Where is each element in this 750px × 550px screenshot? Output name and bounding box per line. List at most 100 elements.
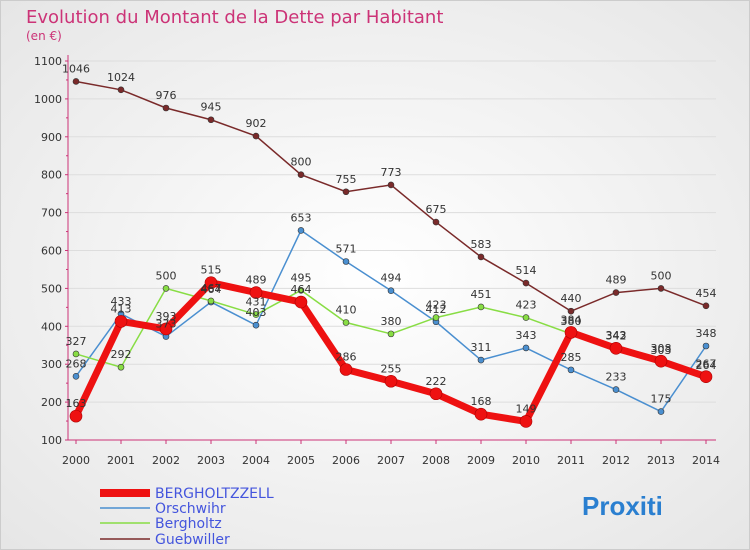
data-point (162, 104, 170, 112)
data-label: 342 (606, 329, 627, 342)
data-label: 222 (426, 375, 447, 388)
data-point (612, 289, 620, 296)
data-label: 495 (291, 271, 312, 284)
data-label: 285 (561, 351, 582, 364)
data-point (342, 258, 350, 265)
legend-label: Bergholtz (155, 516, 222, 532)
data-labels: 1046 1024 976 945 902 800 755 773 675 583 514 440 48… (62, 62, 717, 415)
data-label: 403 (246, 306, 267, 319)
series-layer (69, 78, 713, 428)
x-tick-label: 2011 (557, 454, 585, 467)
data-point (477, 253, 485, 261)
x-tick-label: 2010 (512, 454, 540, 467)
data-label: 902 (246, 117, 267, 130)
data-label: 440 (561, 292, 582, 305)
data-point (117, 363, 125, 371)
y-tick-label: 600 (41, 245, 62, 258)
data-label: 168 (471, 395, 492, 408)
data-label: 410 (336, 304, 357, 317)
x-tick-label: 2007 (377, 454, 405, 467)
data-label: 675 (426, 203, 447, 216)
y-tick-label: 900 (41, 131, 62, 144)
data-label: 308 (651, 342, 672, 355)
x-tick-label: 2000 (62, 454, 90, 467)
data-label: 571 (336, 242, 357, 255)
data-label: 489 (246, 274, 267, 287)
data-label: 311 (471, 341, 492, 354)
data-point (657, 285, 665, 292)
legend: BERGHOLTZZELLOrschwihrBergholtzGuebwille… (100, 486, 274, 548)
data-label: 515 (201, 264, 222, 277)
chart-title: Evolution du Montant de la Dette par Hab… (26, 7, 443, 28)
y-tick-label: 1100 (34, 55, 62, 68)
y-tick-label: 1000 (34, 93, 62, 106)
data-label: 303 (651, 344, 672, 357)
data-point (162, 285, 170, 292)
data-label: 413 (111, 302, 132, 315)
y-tick-label: 800 (41, 169, 62, 182)
data-label: 755 (336, 173, 357, 186)
axes: 100 200 300 400 500 600 700 800 900 1000 1100 2000 2… (34, 55, 720, 467)
legend-label: Orschwihr (155, 501, 226, 517)
data-label: 384 (561, 313, 582, 326)
data-label: 500 (156, 269, 177, 282)
data-point (252, 321, 260, 329)
series-guebwiller (72, 78, 710, 315)
data-label: 348 (696, 327, 717, 340)
x-tick-label: 2006 (332, 454, 360, 467)
data-label: 467 (201, 282, 222, 295)
data-label: 773 (381, 166, 402, 179)
data-point (567, 307, 575, 315)
x-tick-label: 2005 (287, 454, 315, 467)
data-label: 1024 (107, 71, 135, 84)
data-label: 267 (696, 358, 717, 371)
y-tick-label: 300 (41, 358, 62, 371)
data-point (654, 354, 668, 368)
x-tick-label: 2013 (647, 454, 675, 467)
data-point (387, 330, 395, 338)
data-label: 380 (561, 315, 582, 328)
y-tick-label: 400 (41, 320, 62, 333)
data-point (609, 341, 623, 355)
data-point (702, 342, 710, 350)
data-label: 255 (381, 362, 402, 375)
data-point (567, 366, 575, 374)
data-label: 264 (696, 359, 717, 372)
legend-label: Guebwiller (155, 532, 230, 548)
data-label: 1046 (62, 62, 90, 75)
data-label: 412 (426, 303, 447, 316)
data-point (207, 297, 215, 305)
data-point (564, 326, 578, 339)
x-tick-label: 2004 (242, 454, 270, 467)
data-label: 514 (516, 264, 537, 277)
data-point (297, 171, 305, 178)
data-label: 431 (246, 296, 267, 309)
data-label: 343 (606, 329, 627, 342)
data-point (699, 370, 713, 384)
data-label: 163 (66, 397, 87, 410)
data-label: 327 (66, 335, 87, 348)
data-point (207, 116, 215, 124)
data-point (522, 344, 530, 352)
chart-subtitle: (en €) (26, 29, 62, 43)
data-point (117, 86, 125, 94)
data-point (522, 279, 530, 287)
data-label: 423 (426, 299, 447, 312)
data-point (72, 350, 80, 358)
data-point (204, 276, 218, 290)
data-point (702, 302, 710, 310)
data-label: 292 (111, 348, 132, 361)
data-label: 268 (66, 357, 87, 370)
data-label: 583 (471, 238, 492, 251)
data-point (114, 315, 128, 328)
data-label: 464 (201, 283, 222, 296)
data-point (342, 319, 350, 326)
data-label: 451 (471, 288, 492, 301)
data-label: 433 (111, 295, 132, 308)
data-label: 423 (516, 299, 537, 312)
data-label: 380 (381, 315, 402, 328)
data-label: 800 (291, 156, 312, 169)
data-point (72, 373, 80, 380)
data-point (477, 356, 485, 364)
data-point (474, 407, 488, 421)
